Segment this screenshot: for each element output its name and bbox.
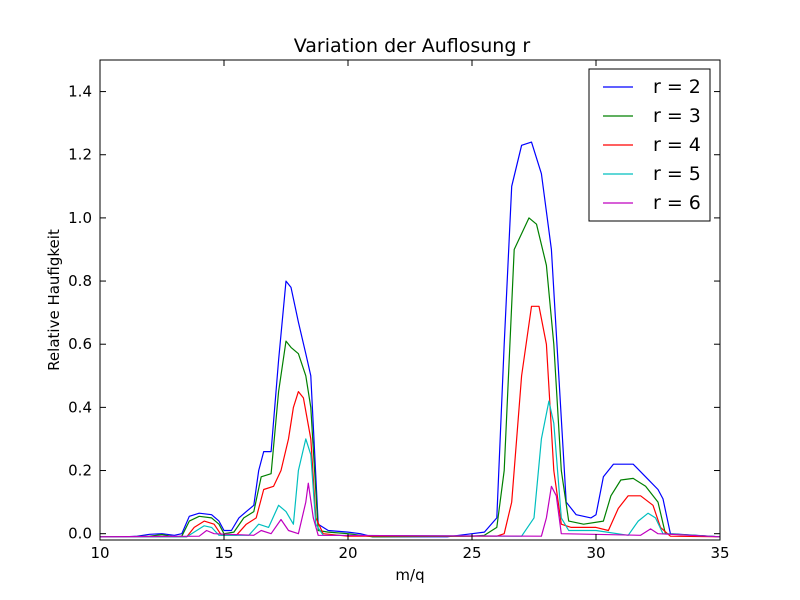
tick-layer: 10 15 20 25 30 35 0.0 0.2 0.4 0.6 0.8 1.0 1.2 1.4 [68, 60, 730, 562]
chart-title: Variation der Auflosung r [294, 35, 531, 57]
legend-label: r = 3 [653, 105, 701, 127]
x-tick-label: 35 [710, 544, 729, 562]
legend-label: r = 4 [653, 134, 701, 156]
series-line-r6 [99, 482, 721, 538]
plot-border [99, 59, 721, 541]
legend: r = 2 r = 3 r = 4 r = 5 r = 6 [588, 68, 711, 222]
y-tick-label: 0.0 [68, 525, 92, 543]
y-tick-label: 1.0 [68, 209, 92, 227]
y-tick-label: 0.4 [68, 398, 92, 416]
x-tick-label: 25 [462, 544, 481, 562]
x-tick-label: 20 [338, 544, 357, 562]
x-tick-label: 30 [586, 544, 605, 562]
legend-label: r = 6 [653, 192, 701, 214]
legend-label: r = 5 [653, 163, 701, 185]
legend-label: r = 2 [653, 76, 701, 98]
series-layer [99, 141, 721, 538]
y-tick-label: 1.4 [68, 83, 92, 101]
y-tick-label: 0.6 [68, 335, 92, 353]
x-tick-label: 10 [90, 544, 109, 562]
y-tick-label: 0.8 [68, 272, 92, 290]
series-line-r3 [100, 217, 721, 538]
y-tick-label: 0.2 [68, 462, 92, 480]
x-axis-label: m/q [395, 566, 424, 584]
y-tick-label: 1.2 [68, 146, 92, 164]
x-tick-label: 15 [214, 544, 233, 562]
y-axis-label: Relative Haufigkeit [45, 229, 63, 371]
series-line-r2 [100, 141, 721, 538]
